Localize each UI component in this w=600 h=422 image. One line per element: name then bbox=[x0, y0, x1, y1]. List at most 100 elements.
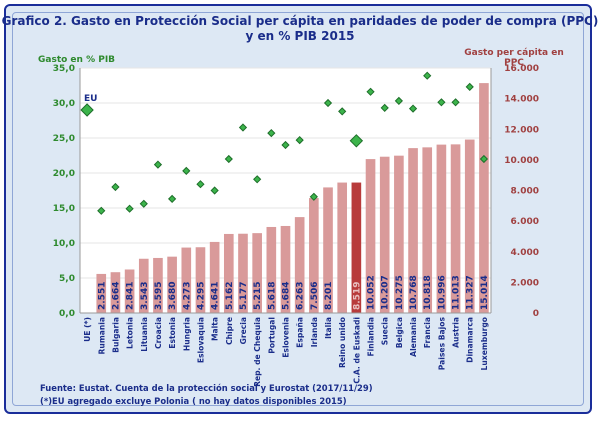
bar-value-label: 2.841 bbox=[126, 282, 136, 310]
bar-value-label: 4.641 bbox=[211, 282, 221, 310]
bar-value-label: 3.543 bbox=[140, 282, 150, 310]
bar-value-label: 5.177 bbox=[239, 282, 249, 310]
footer-source: Fuente: Eustat. Cuenta de la protección … bbox=[40, 383, 373, 393]
bar-series: 2.551 2.664 2.841 3.543 3.595 3.680 4.273 4.295… bbox=[96, 83, 490, 314]
bar-value-label: 5.684 bbox=[282, 282, 292, 310]
bar-value-label: 3.680 bbox=[168, 282, 178, 310]
category-label: Italia bbox=[324, 317, 333, 339]
bar-value-label: 4.273 bbox=[182, 282, 192, 310]
chart-title-line2: y en % PIB 2015 bbox=[245, 29, 354, 43]
marker-diamond bbox=[437, 98, 446, 107]
marker-diamond bbox=[224, 154, 233, 164]
category-label: Alemania bbox=[409, 317, 418, 357]
right-tick-label: 10.000 bbox=[504, 156, 539, 166]
left-tick-label: 10,0 bbox=[53, 239, 75, 249]
bar bbox=[96, 273, 107, 313]
marker-diamond bbox=[210, 186, 219, 195]
marker-diamond bbox=[267, 128, 276, 138]
marker-diamond bbox=[238, 123, 248, 132]
marker-diamond bbox=[465, 82, 474, 92]
marker-diamond bbox=[408, 104, 418, 113]
bar bbox=[138, 258, 149, 313]
category-label: Malta bbox=[211, 317, 220, 341]
bar-value-label: 2.551 bbox=[97, 282, 107, 310]
right-tick-label: 6.000 bbox=[511, 217, 539, 227]
bar bbox=[252, 233, 262, 313]
bar-value-label: 7.506 bbox=[310, 282, 320, 310]
marker-diamond bbox=[323, 98, 333, 108]
category-label: Luxemburgo bbox=[480, 317, 489, 370]
bar bbox=[450, 144, 461, 313]
bar-value-label: 3.595 bbox=[154, 282, 164, 310]
category-label: Lituania bbox=[140, 317, 149, 352]
chart-frame-inner bbox=[12, 12, 584, 406]
bar bbox=[379, 156, 390, 313]
marker-diamond bbox=[139, 199, 148, 208]
marker-diamond bbox=[309, 192, 318, 201]
bar-value-label: 10.818 bbox=[423, 275, 433, 310]
category-label: Hungria bbox=[182, 317, 191, 351]
category-label: Belgica bbox=[395, 317, 404, 348]
marker-diamond bbox=[281, 140, 290, 150]
category-label: España bbox=[296, 317, 305, 348]
category-label: Portugal bbox=[267, 317, 276, 354]
right-tick-label: 14.000 bbox=[504, 95, 539, 105]
bar bbox=[464, 139, 475, 313]
right-tick-label: 12.000 bbox=[504, 125, 539, 135]
left-tick-label: 25,0 bbox=[53, 134, 75, 144]
bar bbox=[238, 233, 248, 313]
bar bbox=[408, 148, 418, 313]
bar bbox=[294, 217, 305, 313]
category-label: Estonia bbox=[168, 317, 177, 349]
right-tick-label: 2.000 bbox=[511, 278, 539, 288]
category-label: Rep. de Chequia bbox=[253, 317, 262, 387]
category-label: Irlanda bbox=[310, 317, 319, 347]
bar-value-label: 11.013 bbox=[452, 275, 462, 310]
category-label: Francia bbox=[423, 317, 432, 348]
bar bbox=[167, 256, 177, 313]
bar-value-label: 11.327 bbox=[466, 275, 476, 310]
category-label: Suecia bbox=[381, 317, 390, 345]
category-label: Dinamarca bbox=[466, 317, 475, 363]
bar bbox=[422, 147, 433, 313]
marker-diamond bbox=[111, 182, 120, 192]
marker-diamond bbox=[153, 160, 163, 169]
bar bbox=[323, 187, 333, 313]
bar-value-label: 15.014 bbox=[480, 275, 490, 310]
marker-diamond bbox=[253, 175, 262, 184]
right-tick-label: 4.000 bbox=[511, 248, 539, 258]
footer-note: (*)EU agregado excluye Polonia ( no hay … bbox=[40, 396, 347, 406]
marker-series bbox=[80, 71, 489, 215]
marker-diamond bbox=[366, 87, 375, 96]
marker-diamond bbox=[380, 103, 389, 113]
bar-value-label: 5.215 bbox=[253, 282, 263, 310]
right-tick-label: 0 bbox=[533, 309, 539, 319]
marker-diamond bbox=[125, 204, 134, 213]
bar bbox=[110, 272, 121, 313]
category-label: Eslovaquia bbox=[196, 317, 205, 363]
left-tick-label: 0,0 bbox=[59, 309, 75, 319]
marker-diamond bbox=[423, 71, 432, 80]
category-label: Bulgaria bbox=[111, 317, 120, 353]
bar bbox=[365, 159, 376, 313]
bar bbox=[266, 226, 277, 313]
category-label: Paises Bajos bbox=[437, 317, 446, 371]
bar bbox=[124, 269, 135, 313]
bar bbox=[209, 241, 220, 313]
bar bbox=[436, 144, 447, 313]
right-tick-label: 8.000 bbox=[511, 187, 539, 197]
category-label: UE (*) bbox=[83, 317, 92, 342]
category-label: Chipre bbox=[225, 317, 234, 345]
category-label: Austria bbox=[452, 317, 461, 348]
bar bbox=[479, 83, 489, 314]
category-label: Reino unido bbox=[338, 317, 347, 368]
category-label: C.A. de Euskadi bbox=[352, 317, 361, 384]
bar bbox=[181, 247, 192, 313]
marker-diamond bbox=[338, 107, 347, 116]
marker-diamond bbox=[349, 134, 364, 148]
marker-diamond bbox=[479, 154, 489, 164]
eu-marker-label: EU bbox=[84, 94, 97, 104]
bar-value-label: 10.052 bbox=[367, 275, 377, 310]
left-tick-label: 5,0 bbox=[59, 274, 75, 284]
